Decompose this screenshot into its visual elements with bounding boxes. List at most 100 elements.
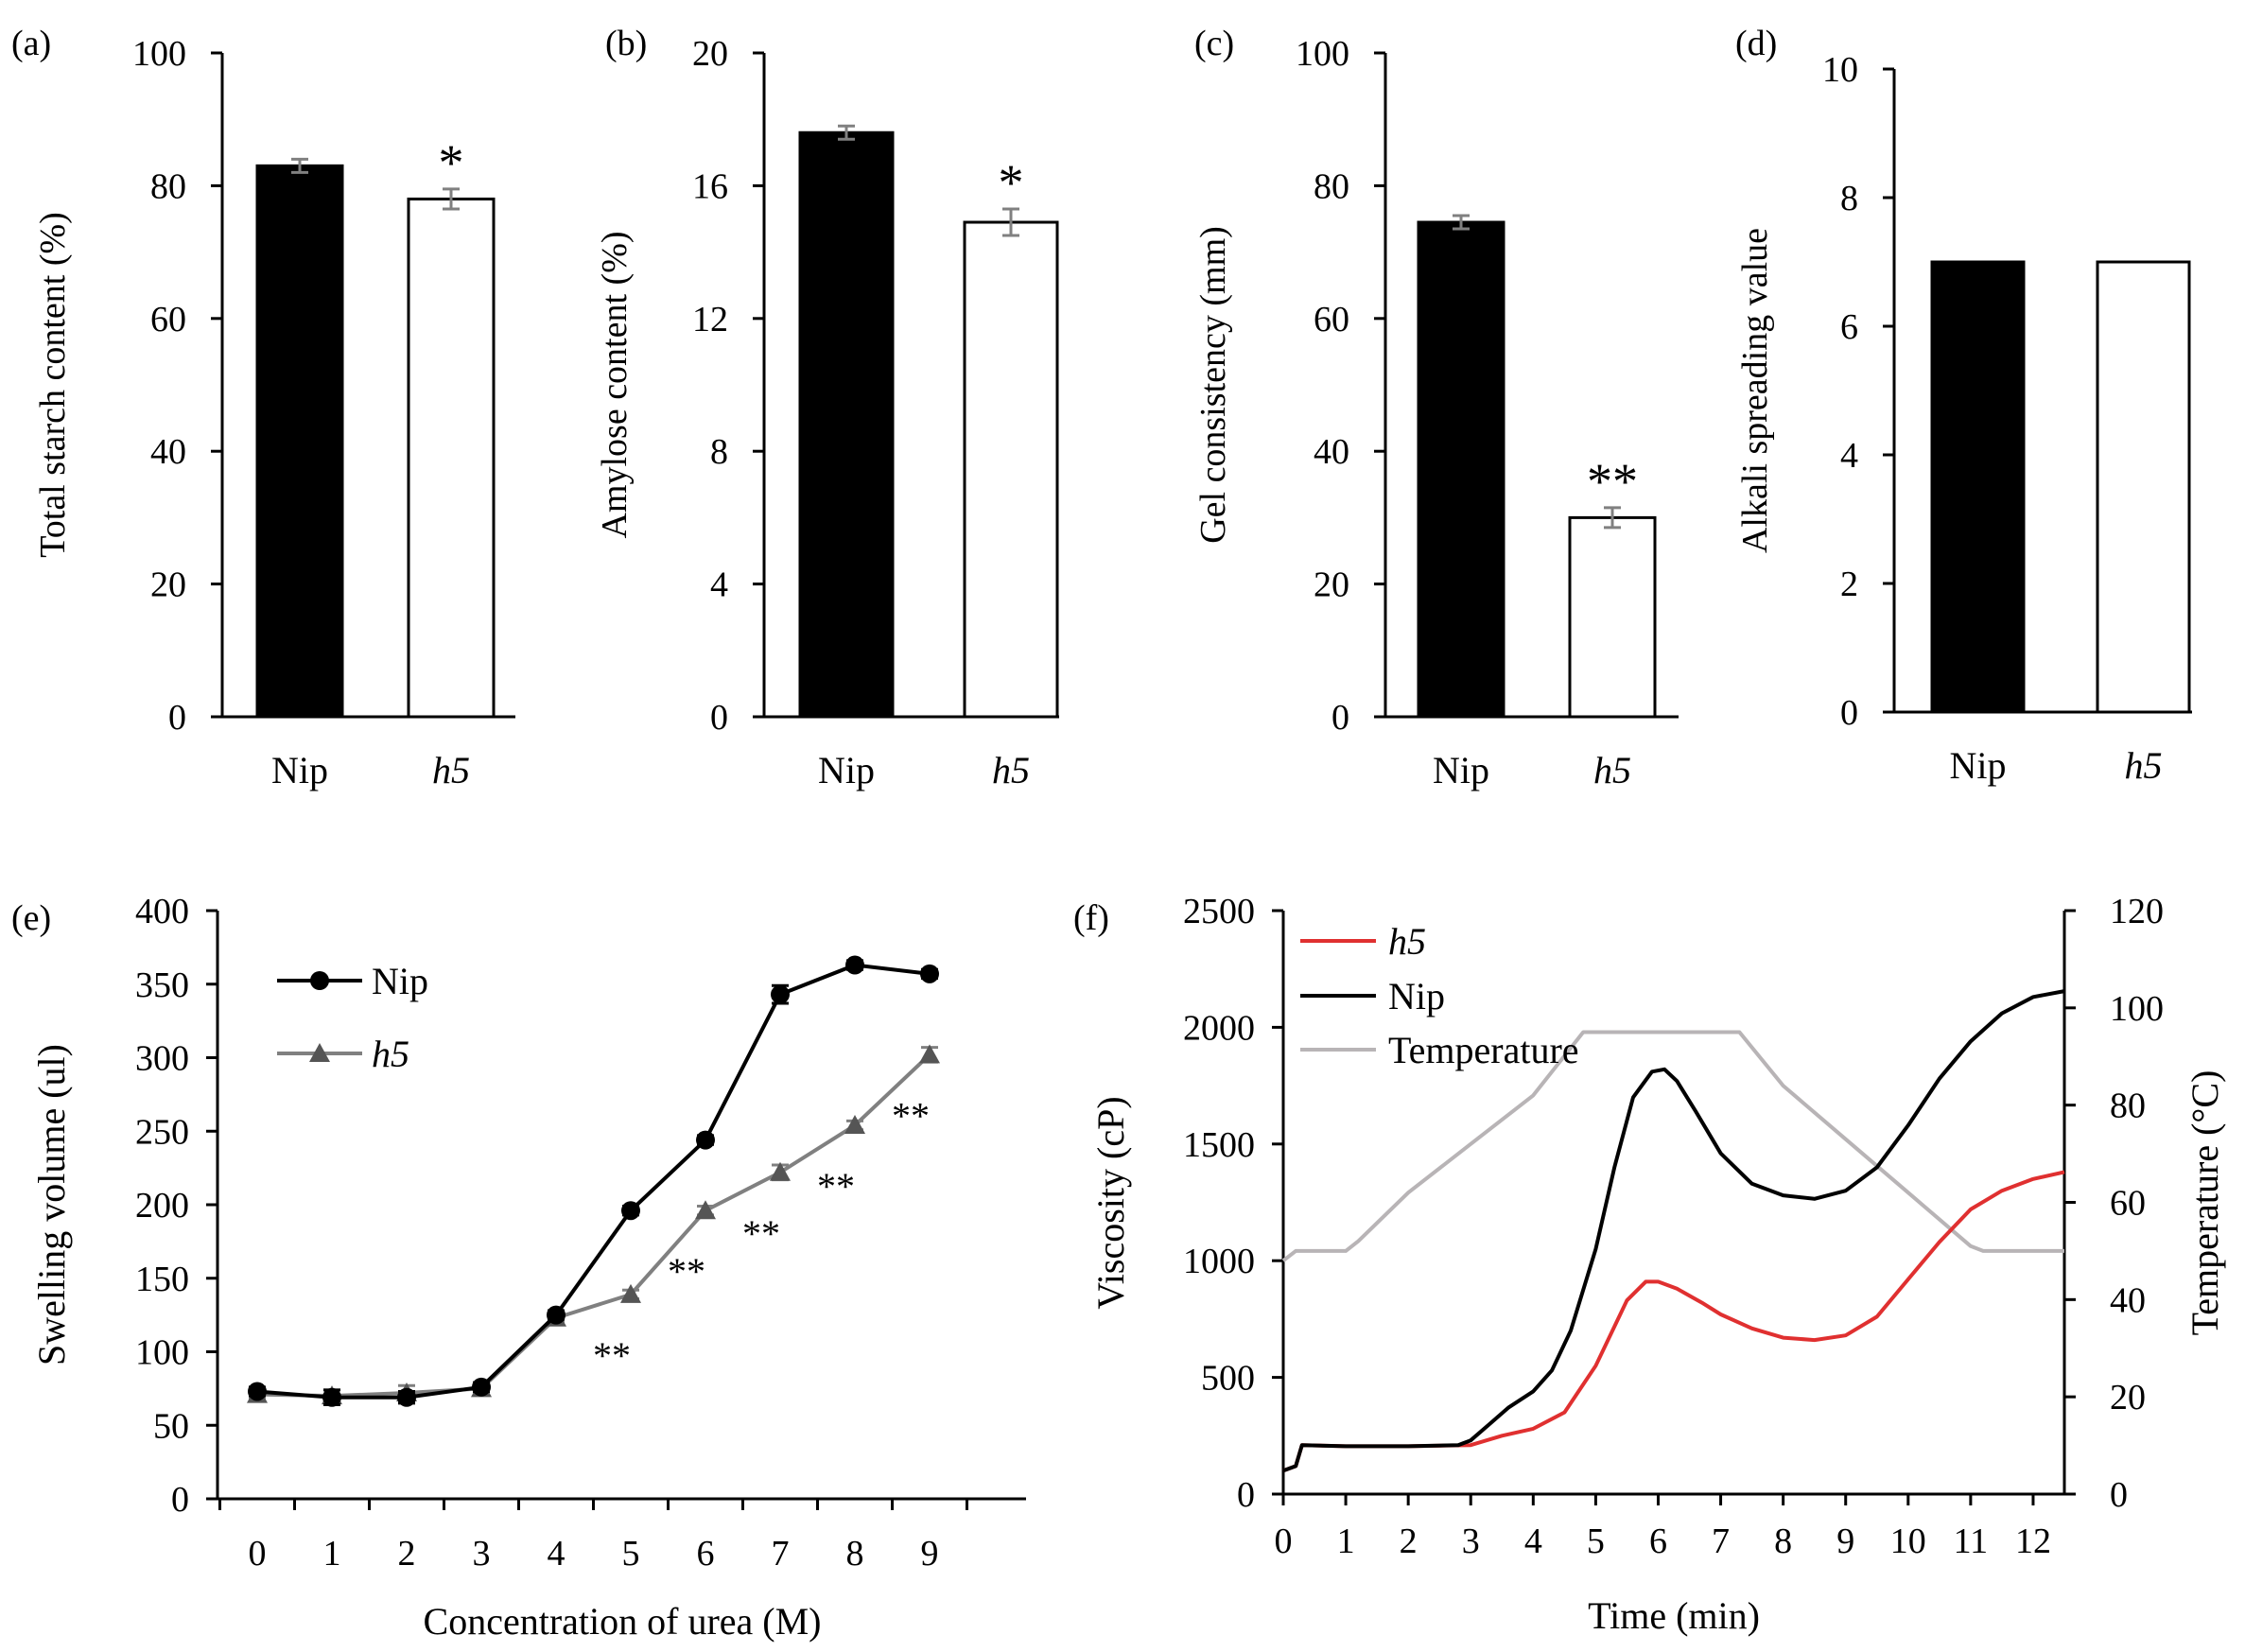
legend-label: h5 xyxy=(1388,920,1426,963)
legend-marker-circle xyxy=(310,971,329,990)
y-tick-label: 100 xyxy=(135,1333,189,1373)
y-axis-title: Amylose content (%) xyxy=(595,231,635,538)
legend-label: Nip xyxy=(372,960,428,1002)
y-tick-label: 0 xyxy=(171,1480,189,1520)
bar-nip xyxy=(255,164,344,719)
y-tick-label: 1000 xyxy=(1183,1242,1255,1281)
panel-c-gel-consistency: (c) 0 20 40 60 80 100 Gel consistency (mm) Nip **… xyxy=(1193,24,1679,791)
y-tick-label: 80 xyxy=(1314,166,1349,206)
y-tick-label: 16 xyxy=(692,166,728,206)
y-tick-label: 40 xyxy=(150,432,186,472)
significance-mark: ** xyxy=(1587,453,1638,510)
y-tick-label: 50 xyxy=(153,1406,189,1446)
y-tick-label: 1500 xyxy=(1183,1125,1255,1165)
series-line-nip xyxy=(256,963,931,1400)
data-point-h5 xyxy=(919,1044,940,1064)
y-tick-label: 20 xyxy=(692,34,728,74)
x-tick-label: 7 xyxy=(772,1534,790,1574)
y-tick-label: 10 xyxy=(1822,50,1858,90)
x-tick-label: h5 xyxy=(992,749,1030,791)
x-tick-label: 1 xyxy=(323,1534,341,1574)
x-tick-label: Nip xyxy=(1950,744,2007,787)
y-tick-label: 20 xyxy=(1314,565,1349,605)
y-tick-label: 0 xyxy=(1237,1475,1255,1515)
y-tick-label: 20 xyxy=(150,565,186,605)
legend-label: Nip xyxy=(1388,975,1445,1017)
x-tick-label: h5 xyxy=(1593,749,1631,791)
y-tick-label: 2000 xyxy=(1183,1008,1255,1048)
data-point-h5 xyxy=(695,1200,716,1220)
x-tick-label: h5 xyxy=(432,749,470,791)
y2-tick-label: 60 xyxy=(2110,1184,2146,1224)
y-axis-title: Total starch content (%) xyxy=(33,212,73,558)
bar-nip xyxy=(798,130,895,719)
legend-label: Temperature xyxy=(1388,1029,1579,1071)
data-point-nip xyxy=(771,984,790,1004)
significance-mark: * xyxy=(999,154,1024,211)
x-tick-label: 2 xyxy=(398,1534,416,1574)
panel-label: (c) xyxy=(1194,24,1234,63)
y-tick-label: 4 xyxy=(710,565,728,605)
y-tick-label: 0 xyxy=(710,698,728,738)
legend-label: h5 xyxy=(372,1033,409,1075)
y-tick-label: 250 xyxy=(135,1112,189,1152)
significance-mark: ** xyxy=(668,1250,705,1293)
y-tick-label: 6 xyxy=(1840,307,1858,347)
data-point-h5 xyxy=(770,1161,791,1181)
y2-tick-label: 80 xyxy=(2110,1087,2146,1126)
x-tick-label: 7 xyxy=(1712,1522,1730,1561)
x-tick-label: 8 xyxy=(1774,1522,1792,1561)
y-tick-label: 400 xyxy=(135,892,189,931)
y-tick-label: 60 xyxy=(150,300,186,339)
y2-tick-label: 100 xyxy=(2110,989,2164,1029)
y-tick-label: 0 xyxy=(1840,693,1858,733)
bar-h5 xyxy=(963,220,1059,719)
x-axis-title: Concentration of urea (M) xyxy=(424,1600,822,1643)
x-tick-label: 6 xyxy=(697,1534,715,1574)
data-point-h5 xyxy=(620,1283,641,1303)
x-tick-label: 9 xyxy=(1836,1522,1854,1561)
x-tick-label: 5 xyxy=(1587,1522,1605,1561)
x-tick-label: 11 xyxy=(1954,1522,1989,1561)
y-tick-label: 8 xyxy=(710,432,728,472)
data-point-nip xyxy=(322,1387,341,1407)
y-axis-title: Swelling volume (ul) xyxy=(30,1044,73,1365)
panel-a-total-starch: (a) 0 20 40 60 80 100 Total starch content (%) N… xyxy=(11,24,515,791)
series-line-h5 xyxy=(1282,1170,2065,1473)
x-tick-label: 6 xyxy=(1649,1522,1667,1561)
panel-label: (e) xyxy=(11,898,51,938)
y2-tick-label: 40 xyxy=(2110,1280,2146,1320)
x-tick-label: 12 xyxy=(2015,1522,2051,1561)
data-point-nip xyxy=(621,1201,640,1221)
bar-nip xyxy=(1417,220,1505,719)
data-point-nip xyxy=(696,1130,715,1150)
y-tick-label: 150 xyxy=(135,1260,189,1299)
y2-tick-label: 20 xyxy=(2110,1378,2146,1417)
y-axis-title: Alkali spreading value xyxy=(1735,228,1775,553)
panel-label: (d) xyxy=(1735,24,1777,63)
x-tick-label: 8 xyxy=(846,1534,864,1574)
bar-h5 xyxy=(2096,260,2191,714)
y-tick-label: 0 xyxy=(1331,698,1349,738)
y-tick-label: 0 xyxy=(168,698,186,738)
panel-f-viscosity: (f) 0 500 1000 1500 2000 2500 0 20 40 60 80 100 120 0 1… xyxy=(1073,892,2226,1637)
x-tick-label: 2 xyxy=(1400,1522,1418,1561)
y-tick-label: 100 xyxy=(132,34,186,74)
y-axis-title: Viscosity (cP) xyxy=(1089,1096,1132,1309)
significance-mark: ** xyxy=(593,1334,631,1377)
panel-label: (a) xyxy=(11,24,51,63)
data-point-h5 xyxy=(844,1115,865,1135)
x-tick-label: 0 xyxy=(249,1534,267,1574)
y-tick-label: 500 xyxy=(1201,1359,1255,1399)
x-tick-label: h5 xyxy=(2125,744,2163,787)
y-tick-label: 2 xyxy=(1840,565,1858,604)
x-tick-label: 4 xyxy=(1524,1522,1542,1561)
y-tick-label: 60 xyxy=(1314,300,1349,339)
y2-tick-label: 120 xyxy=(2110,892,2164,931)
significance-mark: * xyxy=(439,134,464,191)
x-tick-label: 4 xyxy=(548,1534,566,1574)
x-tick-label: 1 xyxy=(1337,1522,1355,1561)
x-tick-label: 0 xyxy=(1275,1522,1293,1561)
y-tick-label: 80 xyxy=(150,166,186,206)
